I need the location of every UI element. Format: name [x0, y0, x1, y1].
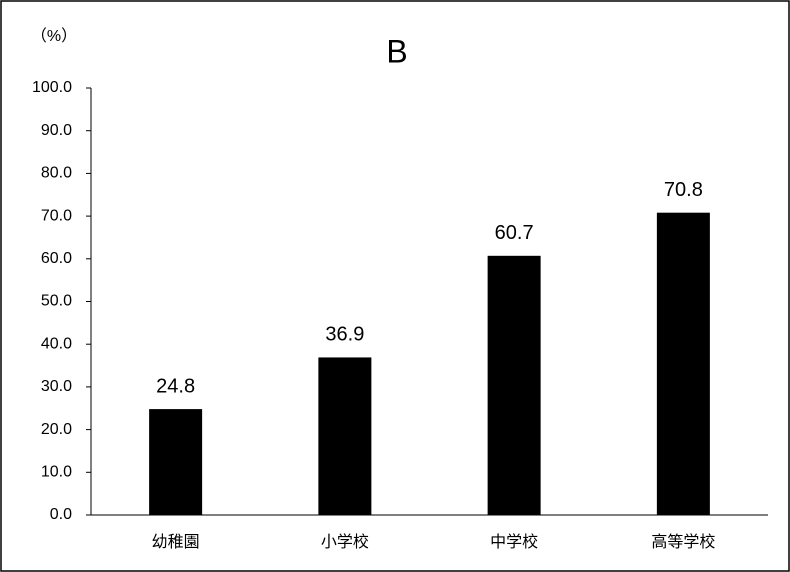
- bar: [656, 212, 710, 515]
- value-label: 36.9: [325, 324, 364, 346]
- x-tick-label: 高等学校: [651, 533, 715, 551]
- y-tick-label: 90.0: [41, 122, 72, 139]
- y-tick-label: 40.0: [41, 335, 72, 352]
- y-tick-label: 60.0: [41, 250, 72, 267]
- y-tick-label: 10.0: [41, 464, 72, 481]
- x-tick-label: 小学校: [321, 533, 369, 551]
- y-tick-label: 100.0: [32, 79, 72, 96]
- bar: [149, 409, 203, 515]
- bar: [318, 357, 372, 515]
- y-tick-label: 20.0: [41, 421, 72, 438]
- y-tick-label: 30.0: [41, 378, 72, 395]
- y-tick-label: 80.0: [41, 165, 72, 182]
- bar: [487, 255, 541, 515]
- y-unit-label: （%）: [31, 27, 77, 45]
- value-label: 24.8: [156, 375, 195, 397]
- chart-title: B: [386, 33, 407, 69]
- y-tick-label: 0.0: [50, 506, 72, 523]
- y-tick-label: 70.0: [41, 207, 72, 224]
- x-tick-label: 中学校: [490, 533, 538, 551]
- value-label: 70.8: [664, 179, 703, 201]
- y-tick-label: 50.0: [41, 293, 72, 310]
- value-label: 60.7: [495, 222, 534, 244]
- x-tick-label: 幼稚園: [152, 533, 200, 551]
